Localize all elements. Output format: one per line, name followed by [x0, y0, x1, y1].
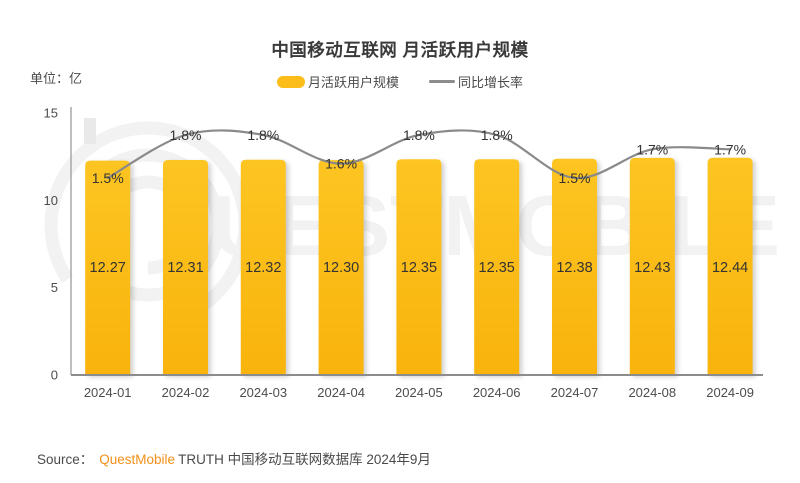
bar-2024-03	[240, 159, 286, 375]
legend: 月活跃用户规模 同比增长率	[0, 72, 800, 91]
x-tick-label: 2024-01	[84, 385, 132, 400]
bar-value-label: 12.35	[401, 260, 437, 276]
growth-rate-label: 1.5%	[559, 170, 591, 186]
growth-rate-label: 1.8%	[170, 127, 202, 143]
bar-2024-07	[552, 158, 597, 375]
y-tick-label: 10	[44, 193, 58, 208]
bar-2024-01	[85, 160, 131, 375]
x-tick-label: 2024-05	[395, 385, 443, 400]
source-rest: TRUTH 中国移动互联网数据库 2024年9月	[178, 452, 431, 467]
bar-2024-05	[396, 159, 442, 375]
y-tick-label: 0	[51, 368, 58, 383]
x-tick-label: 2024-06	[473, 385, 521, 400]
bar-series-swatch-icon	[276, 75, 305, 88]
watermark-square-icon	[84, 118, 96, 144]
bar-value-label: 12.43	[634, 260, 670, 276]
bar-2024-09	[707, 157, 753, 375]
y-tick-label: 5	[51, 280, 58, 295]
bar-value-label: 12.32	[245, 260, 281, 276]
bar-series-label: 月活跃用户规模	[307, 75, 399, 90]
source-brand: QuestMobile	[99, 452, 176, 467]
bar-value-label: 12.27	[90, 260, 126, 276]
growth-rate-label: 1.7%	[714, 141, 746, 157]
growth-rate-label: 1.7%	[636, 141, 668, 157]
y-tick-label: 15	[44, 106, 58, 121]
x-tick-label: 2024-04	[317, 385, 365, 400]
growth-rate-label: 1.8%	[247, 127, 279, 143]
x-tick-label: 2024-09	[706, 385, 754, 400]
bar-value-label: 12.31	[167, 260, 203, 276]
bar-value-label: 12.44	[712, 260, 748, 276]
growth-rate-label: 1.5%	[92, 170, 124, 186]
bar-series	[85, 157, 753, 375]
line-series-label: 同比增长率	[458, 75, 524, 90]
unit-label: 单位：亿	[30, 71, 83, 86]
x-tick-label: 2024-02	[162, 385, 210, 400]
source-prefix: Source：	[37, 452, 94, 467]
chart-title: 中国移动互联网 月活跃用户规模	[271, 40, 529, 60]
bar-value-label: 12.35	[479, 260, 515, 276]
bar-value-label: 12.30	[323, 260, 359, 276]
line-series-swatch-icon	[429, 80, 455, 83]
legend-item-line-series[interactable]: 同比增长率	[429, 72, 523, 91]
growth-rate-label: 1.8%	[481, 127, 513, 143]
legend-item-bar-series[interactable]: 月活跃用户规模	[276, 72, 399, 91]
bar-2024-02	[163, 159, 208, 375]
bar-value-label: 12.38	[556, 260, 592, 276]
bar-2024-08	[629, 157, 675, 375]
growth-rate-label: 1.6%	[325, 156, 357, 172]
growth-rate-line	[106, 129, 732, 180]
bar-2024-06	[474, 159, 520, 375]
x-tick-label: 2024-03	[239, 385, 287, 400]
x-tick-label: 2024-08	[628, 385, 676, 400]
bar-2024-04	[318, 160, 364, 375]
x-tick-label: 2024-07	[551, 385, 599, 400]
source-line: Source： QuestMobile TRUTH 中国移动互联网数据库 2024年…	[37, 448, 431, 468]
growth-rate-label: 1.8%	[403, 127, 435, 143]
